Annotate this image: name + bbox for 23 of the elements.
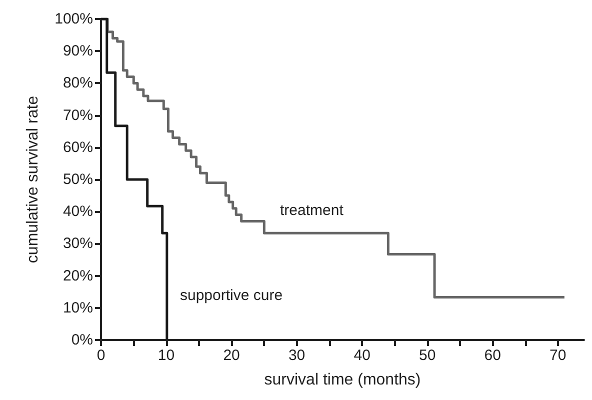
y-axis-title: cumulative survival rate (24, 96, 42, 264)
y-tick-label: 30% (62, 235, 93, 252)
y-tick-label: 50% (62, 171, 93, 188)
y-tick-label: 0% (71, 332, 93, 348)
x-tick-label: 40 (354, 347, 370, 364)
y-tick-label: 10% (62, 299, 93, 316)
x-tick-label: 20 (223, 347, 240, 364)
y-tick-label: 90% (62, 42, 93, 60)
y-tick-label: 80% (62, 74, 93, 92)
x-axis-title: survival time (months) (264, 372, 421, 388)
annotation: supportive cure (180, 287, 283, 304)
y-tick-label: 40% (62, 203, 93, 220)
y-tick-label: 100% (54, 10, 93, 28)
x-tick-label: 10 (158, 347, 175, 364)
y-tick-label: 60% (62, 138, 93, 156)
x-tick-label: 60 (484, 347, 501, 364)
y-tick-label: 70% (62, 106, 93, 124)
x-tick-label: 0 (96, 347, 106, 364)
annotation: treatment (280, 202, 344, 219)
x-tick-label: 30 (288, 347, 306, 364)
x-tick-label: 70 (550, 347, 566, 364)
x-tick-label: 50 (419, 347, 436, 364)
y-tick-label: 20% (62, 267, 93, 284)
